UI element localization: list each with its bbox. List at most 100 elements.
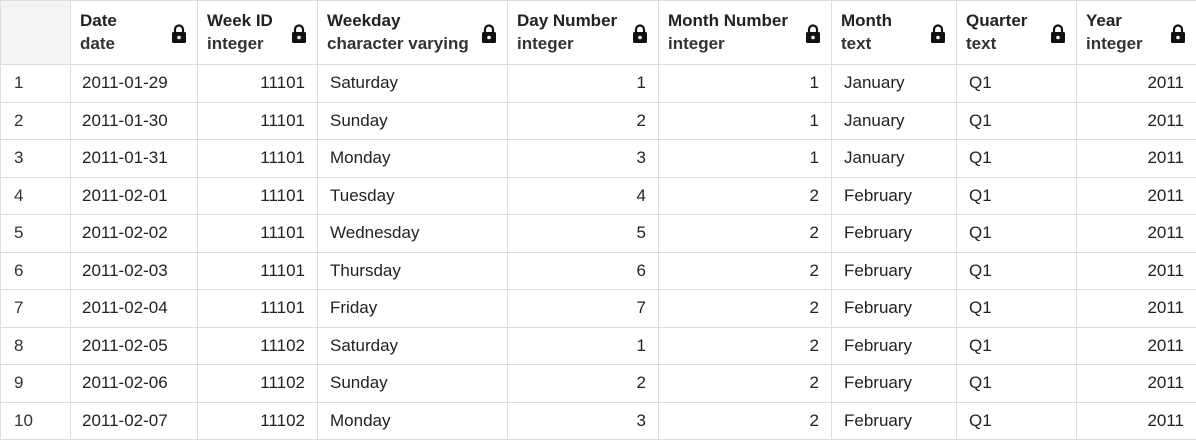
cell-date[interactable]: 2011-01-31 xyxy=(70,139,198,178)
row-number[interactable]: 2 xyxy=(0,101,71,140)
cell-month[interactable]: February xyxy=(831,289,957,328)
cell-month[interactable]: February xyxy=(831,326,957,365)
row-number[interactable]: 1 xyxy=(0,64,71,103)
row-number[interactable]: 7 xyxy=(0,289,71,328)
cell-year[interactable]: 2011 xyxy=(1076,214,1196,253)
cell-weekday[interactable]: Wednesday xyxy=(317,214,508,253)
cell-year[interactable]: 2011 xyxy=(1076,326,1196,365)
cell-month[interactable]: February xyxy=(831,251,957,290)
cell-month-number[interactable]: 2 xyxy=(658,289,832,328)
row-number[interactable]: 10 xyxy=(0,401,71,440)
row-number[interactable]: 3 xyxy=(0,139,71,178)
cell-month[interactable]: January xyxy=(831,101,957,140)
cell-weekday[interactable]: Saturday xyxy=(317,64,508,103)
cell-quarter[interactable]: Q1 xyxy=(956,401,1077,440)
column-header-year[interactable]: Year integer xyxy=(1076,0,1196,65)
cell-week-id[interactable]: 11101 xyxy=(197,139,318,178)
cell-date[interactable]: 2011-02-03 xyxy=(70,251,198,290)
table-row[interactable]: 5 2011-02-02 11101 Wednesday 5 2 Februar… xyxy=(0,214,1196,253)
select-all-corner[interactable] xyxy=(0,0,71,65)
cell-day-number[interactable]: 3 xyxy=(507,401,659,440)
column-header-weekday[interactable]: Weekday character varying xyxy=(317,0,508,65)
cell-month[interactable]: February xyxy=(831,401,957,440)
table-row[interactable]: 1 2011-01-29 11101 Saturday 1 1 January … xyxy=(0,64,1196,103)
cell-month-number[interactable]: 2 xyxy=(658,176,832,215)
cell-week-id[interactable]: 11101 xyxy=(197,101,318,140)
cell-week-id[interactable]: 11101 xyxy=(197,64,318,103)
row-number[interactable]: 9 xyxy=(0,364,71,403)
cell-quarter[interactable]: Q1 xyxy=(956,289,1077,328)
cell-weekday[interactable]: Thursday xyxy=(317,251,508,290)
cell-month[interactable]: February xyxy=(831,176,957,215)
table-row[interactable]: 9 2011-02-06 11102 Sunday 2 2 February Q… xyxy=(0,364,1196,403)
column-header-quarter[interactable]: Quarter text xyxy=(956,0,1077,65)
cell-month-number[interactable]: 2 xyxy=(658,214,832,253)
cell-date[interactable]: 2011-02-07 xyxy=(70,401,198,440)
cell-day-number[interactable]: 5 xyxy=(507,214,659,253)
row-number[interactable]: 8 xyxy=(0,326,71,365)
cell-date[interactable]: 2011-02-05 xyxy=(70,326,198,365)
cell-date[interactable]: 2011-01-30 xyxy=(70,101,198,140)
cell-date[interactable]: 2011-02-01 xyxy=(70,176,198,215)
cell-month[interactable]: February xyxy=(831,364,957,403)
cell-week-id[interactable]: 11102 xyxy=(197,364,318,403)
cell-month-number[interactable]: 2 xyxy=(658,401,832,440)
row-number[interactable]: 4 xyxy=(0,176,71,215)
cell-week-id[interactable]: 11101 xyxy=(197,214,318,253)
column-header-day-number[interactable]: Day Number integer xyxy=(507,0,659,65)
row-number[interactable]: 5 xyxy=(0,214,71,253)
cell-day-number[interactable]: 7 xyxy=(507,289,659,328)
cell-weekday[interactable]: Tuesday xyxy=(317,176,508,215)
cell-quarter[interactable]: Q1 xyxy=(956,364,1077,403)
cell-year[interactable]: 2011 xyxy=(1076,251,1196,290)
cell-year[interactable]: 2011 xyxy=(1076,139,1196,178)
row-number[interactable]: 6 xyxy=(0,251,71,290)
cell-week-id[interactable]: 11101 xyxy=(197,251,318,290)
cell-month-number[interactable]: 1 xyxy=(658,64,832,103)
cell-quarter[interactable]: Q1 xyxy=(956,139,1077,178)
cell-year[interactable]: 2011 xyxy=(1076,101,1196,140)
table-row[interactable]: 2 2011-01-30 11101 Sunday 2 1 January Q1… xyxy=(0,101,1196,140)
cell-day-number[interactable]: 6 xyxy=(507,251,659,290)
cell-year[interactable]: 2011 xyxy=(1076,176,1196,215)
column-header-week-id[interactable]: Week ID integer xyxy=(197,0,318,65)
column-header-month-number[interactable]: Month Number integer xyxy=(658,0,832,65)
cell-year[interactable]: 2011 xyxy=(1076,289,1196,328)
cell-date[interactable]: 2011-02-04 xyxy=(70,289,198,328)
cell-quarter[interactable]: Q1 xyxy=(956,176,1077,215)
cell-week-id[interactable]: 11102 xyxy=(197,326,318,365)
cell-day-number[interactable]: 1 xyxy=(507,64,659,103)
cell-week-id[interactable]: 11102 xyxy=(197,401,318,440)
cell-date[interactable]: 2011-01-29 xyxy=(70,64,198,103)
cell-weekday[interactable]: Monday xyxy=(317,401,508,440)
cell-quarter[interactable]: Q1 xyxy=(956,64,1077,103)
cell-date[interactable]: 2011-02-02 xyxy=(70,214,198,253)
cell-quarter[interactable]: Q1 xyxy=(956,326,1077,365)
cell-year[interactable]: 2011 xyxy=(1076,364,1196,403)
cell-day-number[interactable]: 1 xyxy=(507,326,659,365)
cell-day-number[interactable]: 4 xyxy=(507,176,659,215)
cell-week-id[interactable]: 11101 xyxy=(197,289,318,328)
cell-day-number[interactable]: 2 xyxy=(507,364,659,403)
cell-quarter[interactable]: Q1 xyxy=(956,101,1077,140)
cell-week-id[interactable]: 11101 xyxy=(197,176,318,215)
cell-month[interactable]: February xyxy=(831,214,957,253)
cell-month-number[interactable]: 2 xyxy=(658,364,832,403)
cell-year[interactable]: 2011 xyxy=(1076,401,1196,440)
table-row[interactable]: 6 2011-02-03 11101 Thursday 6 2 February… xyxy=(0,251,1196,290)
cell-weekday[interactable]: Sunday xyxy=(317,101,508,140)
table-row[interactable]: 10 2011-02-07 11102 Monday 3 2 February … xyxy=(0,401,1196,440)
cell-year[interactable]: 2011 xyxy=(1076,64,1196,103)
table-row[interactable]: 7 2011-02-04 11101 Friday 7 2 February Q… xyxy=(0,289,1196,328)
table-row[interactable]: 4 2011-02-01 11101 Tuesday 4 2 February … xyxy=(0,176,1196,215)
cell-month-number[interactable]: 2 xyxy=(658,326,832,365)
table-row[interactable]: 3 2011-01-31 11101 Monday 3 1 January Q1… xyxy=(0,139,1196,178)
cell-month[interactable]: January xyxy=(831,139,957,178)
column-header-date[interactable]: Date date xyxy=(70,0,198,65)
cell-weekday[interactable]: Friday xyxy=(317,289,508,328)
cell-month[interactable]: January xyxy=(831,64,957,103)
column-header-month[interactable]: Month text xyxy=(831,0,957,65)
cell-weekday[interactable]: Saturday xyxy=(317,326,508,365)
cell-date[interactable]: 2011-02-06 xyxy=(70,364,198,403)
cell-weekday[interactable]: Monday xyxy=(317,139,508,178)
